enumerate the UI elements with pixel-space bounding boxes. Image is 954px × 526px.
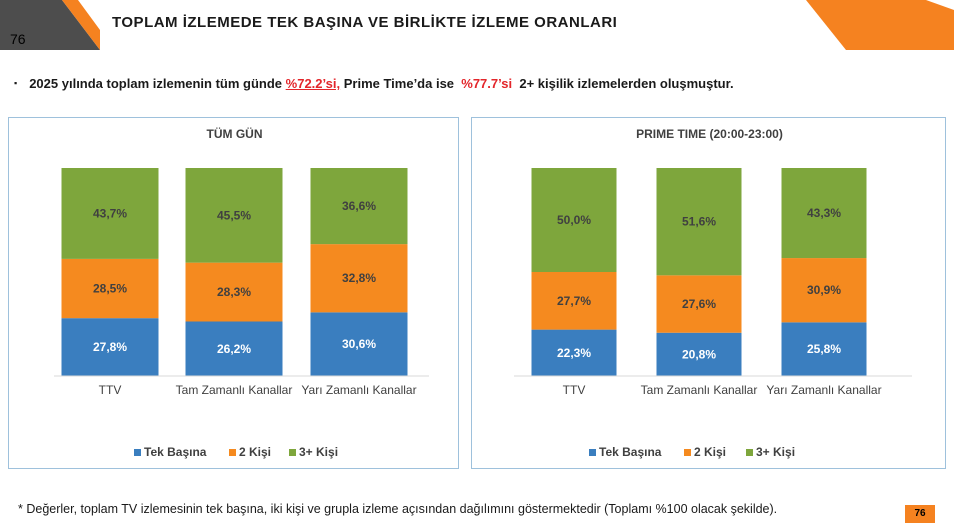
legend-swatch [229, 449, 236, 456]
category-label: Yarı Zamanlı Kanallar [301, 383, 416, 397]
bar-segment-2-ki-i-1 [185, 262, 283, 322]
legend-swatch [134, 449, 141, 456]
page-number-top: 76 [10, 31, 26, 47]
summary-highlight-2: %77.7’si [461, 76, 513, 91]
bar-segment-tek-ba-na-2 [781, 322, 867, 376]
bar-segment-2-ki-i-0 [61, 258, 159, 319]
category-label: TTV [99, 383, 122, 397]
data-label: 45,5% [217, 208, 251, 222]
data-label: 28,3% [217, 285, 251, 299]
bar-segment-tek-ba-na-1 [185, 321, 283, 376]
summary-highlight-1: %72.2’si, [285, 76, 341, 91]
category-label: Tam Zamanlı Kanallar [176, 383, 293, 397]
bar-segment-tek-ba-na-2 [310, 312, 408, 376]
bar-segment-tek-ba-na-0 [531, 329, 617, 376]
summary-text: ▪ 2025 yılında toplam izlemenin tüm günde… [14, 76, 734, 91]
header-right-ribbon [806, 0, 954, 50]
bar-segment-2-ki-i-0 [531, 272, 617, 330]
bullet-marker: ▪ [14, 78, 18, 88]
legend-swatch [589, 449, 596, 456]
legend-swatch [746, 449, 753, 456]
bar-segment-tek-ba-na-1 [656, 332, 742, 376]
footnote: * Değerler, toplam TV izlemesinin tek ba… [18, 502, 778, 516]
summary-part-1: 2025 yılında toplam izlemenin tüm günde [29, 76, 286, 91]
data-label: 26,2% [217, 342, 251, 356]
legend-label: 2 Kişi [694, 445, 726, 459]
bar-segment-3-ki-i-1 [185, 168, 283, 263]
chart-panel-prime-time: PRIME TIME (20:00-23:00) 22,3% 27,7% 50,0% T… [471, 117, 946, 469]
summary-part-2: Prime Time’da ise [340, 76, 462, 91]
data-label: 22,3% [557, 346, 591, 360]
chart-tum-gun: TÜM GÜN 27,8% 28,5% 43,7% TTV 26,2% 28,3% 45,5%… [54, 126, 429, 459]
data-label: 43,3% [807, 206, 841, 220]
data-label: 27,6% [682, 297, 716, 311]
legend-label: Tek Başına [144, 445, 207, 459]
data-label: 43,7% [93, 206, 127, 220]
data-label: 27,8% [93, 340, 127, 354]
chart-title: TÜM GÜN [207, 126, 263, 141]
legend-label: 2 Kişi [239, 445, 271, 459]
legend-label: Tek Başına [599, 445, 662, 459]
category-label: Yarı Zamanlı Kanallar [766, 383, 881, 397]
data-label: 20,8% [682, 347, 716, 361]
bar-segment-3-ki-i-1 [656, 168, 742, 276]
legend-swatch [684, 449, 691, 456]
data-label: 30,6% [342, 337, 376, 351]
data-label: 28,5% [93, 282, 127, 296]
summary-part-3: 2+ kişilik izlemelerden oluşmuştur. [512, 76, 734, 91]
bar-segment-tek-ba-na-0 [61, 318, 159, 376]
data-label: 27,7% [557, 294, 591, 308]
chart-panel-tum-gun: TÜM GÜN 27,8% 28,5% 43,7% TTV 26,2% 28,3% 45,5%… [8, 117, 459, 469]
bar-segment-2-ki-i-1 [656, 275, 742, 333]
data-label: 50,0% [557, 213, 591, 227]
bar-segment-2-ki-i-2 [781, 258, 867, 323]
data-label: 32,8% [342, 271, 376, 285]
legend-label: 3+ Kişi [299, 445, 338, 459]
bar-segment-3-ki-i-2 [781, 168, 867, 259]
bar-segment-3-ki-i-2 [310, 168, 408, 245]
category-label: Tam Zamanlı Kanallar [641, 383, 758, 397]
bar-segment-2-ki-i-2 [310, 244, 408, 313]
page-number-badge: 76 [905, 505, 935, 523]
header-left-ribbon [0, 0, 100, 50]
bar-segment-3-ki-i-0 [531, 168, 617, 272]
data-label: 51,6% [682, 215, 716, 229]
data-label: 36,6% [342, 199, 376, 213]
category-label: TTV [563, 383, 586, 397]
bar-segment-3-ki-i-0 [61, 168, 159, 259]
chart-title: PRIME TIME (20:00-23:00) [636, 127, 783, 141]
page-title: TOPLAM İZLEMEDE TEK BAŞINA VE BİRLİKTE İ… [112, 14, 618, 31]
legend-swatch [289, 449, 296, 456]
legend-label: 3+ Kişi [756, 445, 795, 459]
data-label: 30,9% [807, 283, 841, 297]
data-label: 25,8% [807, 342, 841, 356]
chart-prime-time: PRIME TIME (20:00-23:00) 22,3% 27,7% 50,0% T… [514, 127, 912, 459]
